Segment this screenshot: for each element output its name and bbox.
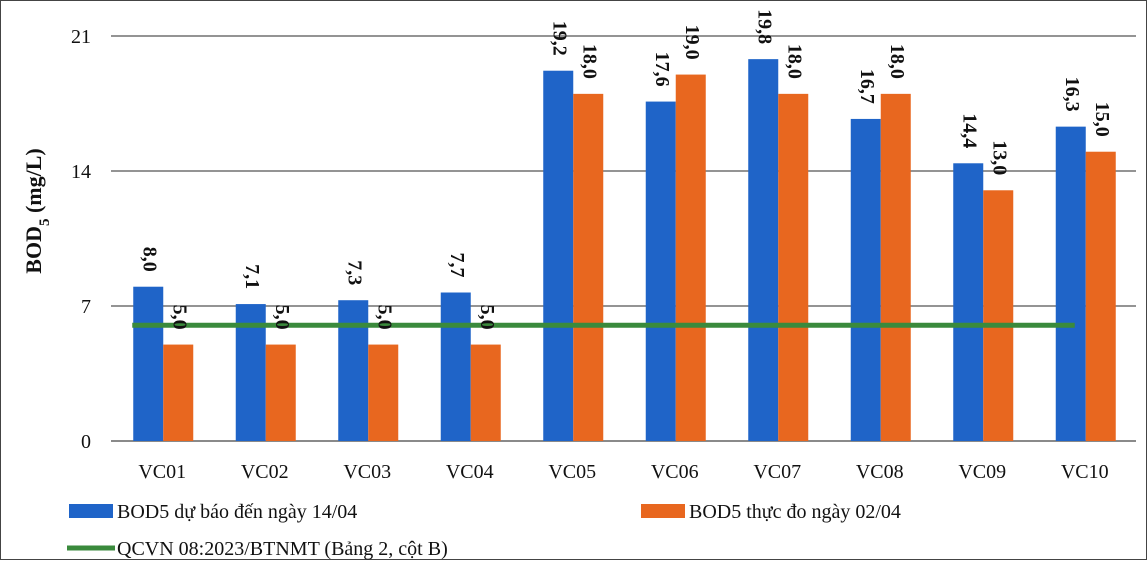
bar-forecast-vc01	[133, 286, 164, 441]
data-label-forecast-vc04: 7,7	[446, 253, 468, 278]
bar-forecast-vc05	[543, 70, 574, 441]
data-label-forecast-vc03: 7,3	[344, 260, 366, 285]
y-axis-label-subscript: 5	[37, 219, 53, 227]
bar-forecast-vc06	[645, 101, 676, 442]
bar-measured-vc07	[778, 93, 809, 441]
data-label-measured-vc07: 18,0	[784, 44, 806, 79]
bar-measured-vc05	[573, 93, 604, 441]
data-label-forecast-vc06: 17,6	[651, 52, 673, 87]
x-tick-vc09: VC09	[958, 461, 1006, 483]
legend-label-measured: BOD5 thực đo ngày 02/04	[689, 501, 901, 523]
y-axis-label-unit: (mg/L)	[21, 148, 46, 218]
data-label-measured-vc01: 5,0	[169, 305, 191, 330]
data-label-measured-vc06: 19,0	[681, 25, 703, 60]
x-tick-vc08: VC08	[856, 461, 904, 483]
x-tick-vc05: VC05	[548, 461, 596, 483]
bar-measured-vc06	[675, 74, 706, 442]
bar-forecast-vc04	[440, 292, 471, 441]
legend: BOD5 dự báo đến ngày 14/04 BOD5 thực đo …	[67, 501, 901, 560]
x-tick-vc03: VC03	[343, 461, 391, 483]
data-label-forecast-vc07: 19,8	[754, 9, 776, 44]
data-label-measured-vc04: 5,0	[476, 305, 498, 330]
bar-forecast-vc08	[850, 118, 881, 441]
data-label-forecast-vc08: 16,7	[856, 69, 878, 104]
bar-forecast-vc07	[748, 59, 779, 442]
data-label-forecast-vc01: 8,0	[139, 247, 161, 272]
data-label-forecast-vc10: 16,3	[1061, 77, 1083, 112]
x-tick-vc02: VC02	[241, 461, 289, 483]
y-tick-14: 14	[71, 161, 91, 183]
bar-measured-vc04	[470, 344, 501, 441]
data-label-measured-vc03: 5,0	[374, 305, 396, 330]
bar-measured-vc09	[983, 190, 1014, 441]
bar-forecast-vc10	[1055, 126, 1086, 442]
y-tick-7: 7	[81, 296, 91, 318]
legend-label-standard: QCVN 08:2023/BTNMT (Bảng 2, cột B)	[117, 538, 448, 560]
bar-measured-vc08	[880, 93, 911, 441]
bar-measured-vc02	[265, 344, 296, 441]
bar-measured-vc10	[1085, 151, 1116, 441]
x-tick-vc06: VC06	[651, 461, 699, 483]
x-tick-vc07: VC07	[753, 461, 801, 483]
bar-measured-vc01	[163, 344, 194, 441]
bar-measured-vc03	[368, 344, 399, 441]
x-category-labels: VC01 VC02 VC03 VC04 VC05 VC06 VC07 VC08 VC09 VC10	[138, 461, 1108, 483]
bar-forecast-vc09	[953, 163, 984, 442]
legend-swatch-forecast	[69, 504, 113, 518]
x-tick-vc04: VC04	[446, 461, 494, 483]
data-label-measured-vc10: 15,0	[1091, 102, 1113, 137]
legend-label-forecast: BOD5 dự báo đến ngày 14/04	[117, 501, 357, 523]
x-tick-vc01: VC01	[138, 461, 186, 483]
data-labels: 8,0 5,0 7,1 5,0 7,3 5,0 7,7 5,0 19,2 18,0 17,6 19,0…	[139, 9, 1114, 329]
data-label-forecast-vc05: 19,2	[549, 21, 571, 56]
x-tick-vc10: VC10	[1061, 461, 1109, 483]
data-label-forecast-vc02: 7,1	[241, 264, 263, 289]
y-tick-labels: 0 7 14 21	[71, 26, 91, 453]
y-tick-21: 21	[71, 26, 91, 48]
data-label-forecast-vc09: 14,4	[959, 113, 981, 148]
bar-forecast-vc03	[338, 300, 369, 441]
data-label-measured-vc05: 18,0	[579, 44, 601, 79]
data-label-measured-vc02: 5,0	[271, 305, 293, 330]
y-axis-label-main: BOD	[21, 226, 46, 274]
legend-swatch-measured	[641, 504, 685, 518]
y-axis-label: BOD5 (mg/L)	[21, 148, 53, 273]
y-tick-0: 0	[81, 431, 91, 453]
data-label-measured-vc08: 18,0	[886, 44, 908, 79]
data-label-measured-vc09: 13,0	[989, 140, 1011, 175]
